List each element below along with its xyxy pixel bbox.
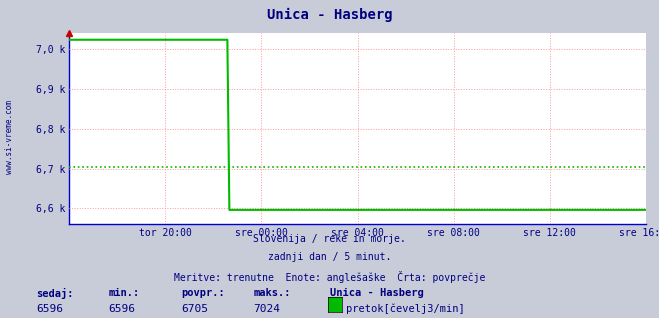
Text: zadnji dan / 5 minut.: zadnji dan / 5 minut. (268, 252, 391, 262)
Text: Meritve: trenutne  Enote: anglešaške  Črta: povprečje: Meritve: trenutne Enote: anglešaške Črta… (174, 271, 485, 283)
Text: maks.:: maks.: (254, 288, 291, 298)
Text: Slovenija / reke in morje.: Slovenija / reke in morje. (253, 234, 406, 244)
Text: min.:: min.: (109, 288, 140, 298)
Text: povpr.:: povpr.: (181, 288, 225, 298)
Text: 6705: 6705 (181, 304, 208, 314)
Text: sedaj:: sedaj: (36, 288, 74, 299)
Text: www.si-vreme.com: www.si-vreme.com (5, 100, 14, 174)
Text: 7024: 7024 (254, 304, 281, 314)
Text: 6596: 6596 (109, 304, 136, 314)
Text: pretok[čevelj3/min]: pretok[čevelj3/min] (346, 304, 465, 314)
Text: Unica - Hasberg: Unica - Hasberg (267, 8, 392, 22)
Text: 6596: 6596 (36, 304, 63, 314)
Text: Unica - Hasberg: Unica - Hasberg (330, 288, 423, 298)
